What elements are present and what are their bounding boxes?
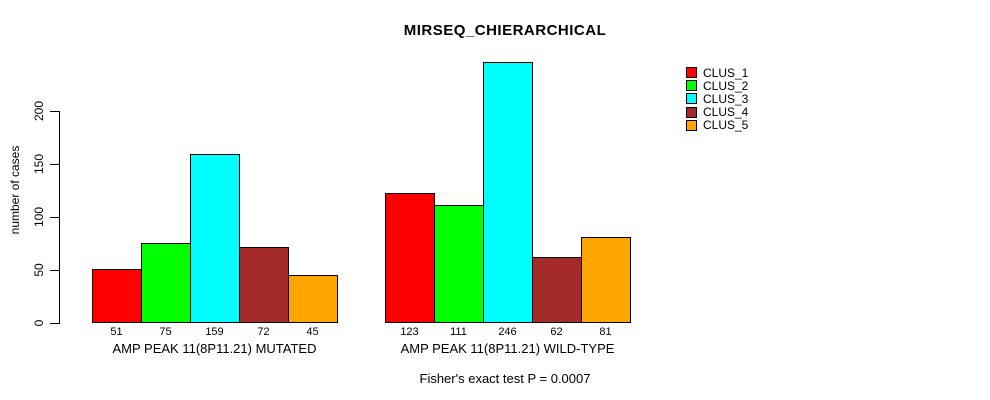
legend-label: CLUS_1	[703, 65, 749, 80]
bar-value-label: 111	[450, 326, 467, 338]
legend-item-clus_4: CLUS_4	[686, 105, 749, 120]
legend-label: CLUS_5	[703, 118, 749, 133]
bar-value-label: 123	[400, 326, 419, 338]
bar-value-label: 45	[306, 326, 319, 338]
legend-label: CLUS_4	[703, 105, 749, 120]
bar-value-label: 81	[599, 326, 612, 338]
bar-clus_3-group1	[190, 154, 240, 323]
legend-item-clus_1: CLUS_1	[686, 65, 749, 80]
legend-swatch-icon	[686, 106, 697, 118]
legend: CLUS_1 CLUS_2 CLUS_3 CLUS_4 CLUS_5	[686, 66, 748, 132]
bar-clus_2-group1	[141, 243, 191, 323]
bar-clus_5-group2	[581, 237, 631, 323]
bar-value-label: 72	[257, 326, 270, 338]
bar-clus_1-group2	[385, 193, 435, 323]
bar-value-label: 62	[550, 326, 563, 338]
y-tick-label: 100	[32, 206, 46, 228]
bar-value-label: 75	[159, 326, 172, 338]
y-axis-line	[59, 111, 60, 324]
legend-item-clus_3: CLUS_3	[686, 91, 749, 106]
group-label: AMP PEAK 11(8P11.21) WILD-TYPE	[400, 341, 615, 356]
y-tick-label: 150	[32, 153, 46, 175]
group-label: AMP PEAK 11(8P11.21) MUTATED	[112, 341, 317, 356]
y-tick-mark	[50, 269, 59, 271]
chart-title: MIRSEQ_CHIERARCHICAL	[403, 22, 607, 39]
y-tick-mark	[50, 322, 59, 324]
y-tick-mark	[50, 216, 59, 218]
y-tick-mark	[50, 110, 59, 112]
stat-annotation: Fisher's exact test P = 0.0007	[419, 371, 591, 386]
y-tick-label: 50	[32, 263, 46, 277]
legend-swatch-icon	[686, 80, 697, 92]
bar-clus_5-group1	[288, 275, 338, 323]
bar-value-label: 159	[205, 326, 224, 338]
legend-swatch-icon	[686, 119, 697, 131]
legend-swatch-icon	[686, 93, 697, 105]
y-axis-label: number of cases	[8, 145, 22, 235]
bar-clus_4-group2	[532, 257, 582, 323]
legend-swatch-icon	[686, 67, 697, 79]
legend-label: CLUS_2	[703, 78, 749, 93]
y-tick-mark	[50, 163, 59, 165]
bar-clus_3-group2	[483, 62, 533, 323]
bar-clus_4-group1	[239, 247, 289, 323]
bar-clus_2-group2	[434, 205, 484, 323]
y-tick-label: 0	[32, 319, 46, 327]
bar-value-label: 246	[498, 326, 517, 338]
y-tick-label: 200	[32, 100, 46, 122]
bar-value-label: 51	[110, 326, 123, 338]
legend-item-clus_2: CLUS_2	[686, 78, 749, 93]
legend-label: CLUS_3	[703, 91, 749, 106]
legend-item-clus_5: CLUS_5	[686, 118, 749, 133]
bar-clus_1-group1	[92, 269, 142, 323]
